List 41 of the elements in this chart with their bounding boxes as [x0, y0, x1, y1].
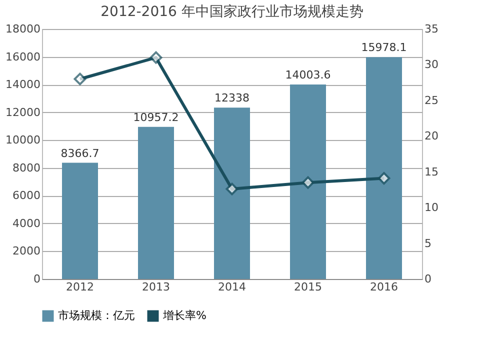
bar [62, 162, 98, 279]
y-tick-label: 12000 [6, 106, 40, 119]
point [150, 51, 162, 64]
y2-tick-label: 25 [424, 94, 438, 107]
data-label: 15978.1 [361, 41, 407, 54]
y-tick-label: 6000 [12, 189, 40, 202]
x-tick-label: 2015 [294, 280, 322, 294]
x-tick-label: 2013 [142, 280, 170, 294]
chart-title: 2012-2016 年中国家政行业市场规模走势 [100, 4, 364, 20]
y-tick-label: 8000 [12, 161, 40, 174]
y-tick-label: 18000 [6, 22, 40, 36]
x-tick-label: 2016 [370, 280, 398, 294]
y-tick-label: 4000 [12, 216, 40, 230]
y-tick-label: 16000 [6, 50, 40, 64]
y-tick-label: 14000 [6, 78, 40, 92]
y2-tick-label: 10 [424, 201, 438, 214]
bar [138, 126, 174, 279]
x-tick-label: 2012 [66, 280, 94, 294]
y-tick-label: 10000 [6, 134, 40, 147]
data-label: 12338 [214, 92, 250, 105]
bar [290, 84, 326, 279]
y2-tick-label: 15 [424, 165, 438, 178]
y-tick-label: 0 [34, 272, 40, 286]
point [302, 176, 314, 189]
y2-tick-label: 20 [424, 130, 438, 143]
y2-tick-label: 0 [424, 272, 432, 286]
point [74, 72, 86, 86]
y-tick-label: 2000 [12, 244, 40, 258]
x-tick-label: 2014 [218, 280, 246, 294]
data-label: 8366.7 [60, 146, 100, 160]
y2-tick-label: 30 [424, 58, 438, 72]
legend-label: 市场规模：亿元 [58, 309, 135, 322]
data-label: 14003.6 [285, 68, 331, 82]
point [226, 182, 238, 196]
legend-label: 增长率% [162, 309, 206, 322]
y2-tick-label: 35 [424, 22, 438, 36]
bar [214, 108, 250, 279]
y2-tick-label: 5 [424, 236, 432, 250]
data-label: 10957.2 [133, 110, 179, 124]
point [378, 172, 390, 185]
bar [366, 57, 402, 279]
